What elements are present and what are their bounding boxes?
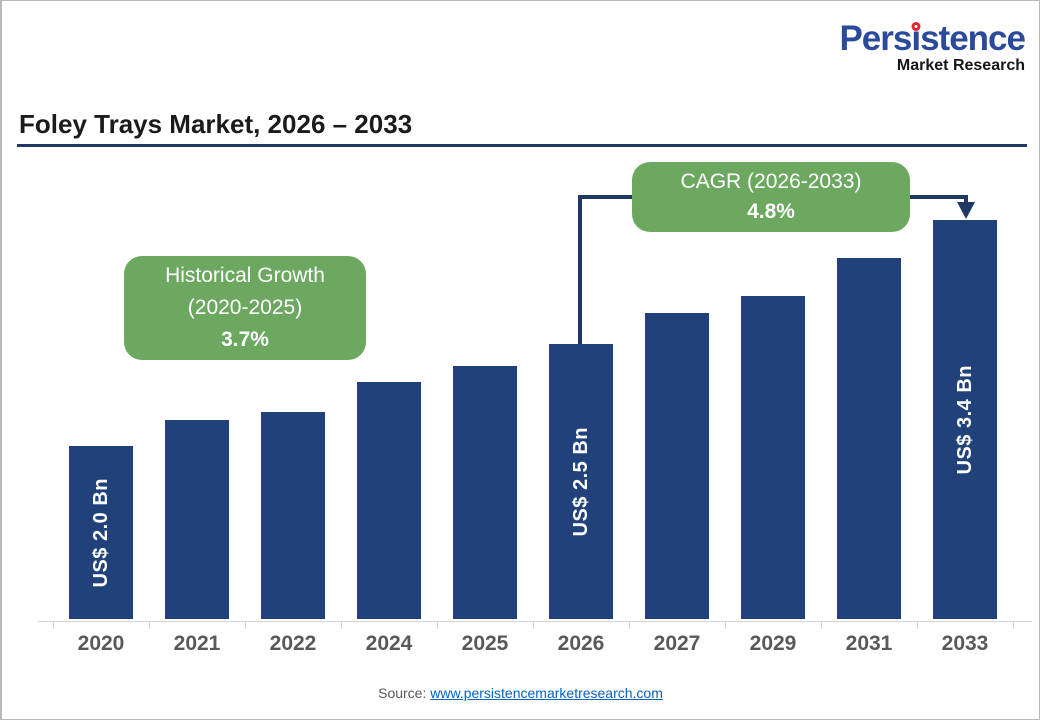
- x-axis-tick: [821, 621, 822, 629]
- source-link[interactable]: www.persistencemarketresearch.com: [430, 685, 663, 701]
- source-line: Source: www.persistencemarketresearch.co…: [2, 685, 1039, 701]
- arrow-down-icon: [957, 202, 975, 219]
- page-title: Foley Trays Market, 2026 – 2033: [19, 109, 413, 139]
- bar-2029: [741, 296, 805, 619]
- x-axis-line: [38, 621, 1032, 622]
- bar-2022: [261, 412, 325, 619]
- historical-growth-line1: Historical Growth: [165, 264, 325, 287]
- bar-2026: US$ 2.5 Bn: [549, 344, 613, 619]
- cagr-value: 4.8%: [747, 200, 795, 223]
- x-axis-tick: [149, 621, 150, 629]
- x-tick-label-2024: 2024: [365, 632, 413, 655]
- x-axis-tick: [533, 621, 534, 629]
- x-tick-label-2027: 2027: [653, 632, 701, 655]
- bar-2027: [645, 313, 709, 619]
- bar-2020: US$ 2.0 Bn: [69, 446, 133, 619]
- brand-dot-icon: [911, 22, 921, 31]
- bar-2024: [357, 382, 421, 619]
- x-tick-label-2029: 2029: [749, 632, 797, 655]
- x-axis-tick: [725, 621, 726, 629]
- x-tick-label-2021: 2021: [173, 632, 221, 655]
- brand-name-part1: Pers: [839, 19, 912, 58]
- bar-2033: US$ 3.4 Bn: [933, 220, 997, 619]
- x-axis-tick: [341, 621, 342, 629]
- bar-2021: [165, 420, 229, 619]
- historical-growth-value: 3.7%: [221, 328, 269, 351]
- brand-logo: Persı stence Market Research: [839, 19, 1026, 74]
- bar-2031: [837, 258, 901, 619]
- cagr-callout: CAGR (2026-2033) 4.8%: [632, 162, 910, 232]
- connector-left-elbow: [578, 195, 634, 344]
- x-tick-label-2026: 2026: [557, 632, 605, 655]
- connector-right-elbow: [908, 195, 968, 204]
- x-axis-tick: [53, 621, 54, 629]
- bar-2025: [453, 366, 517, 619]
- x-axis-tick: [1013, 621, 1014, 629]
- x-tick-label-2020: 2020: [77, 632, 125, 655]
- x-tick-label-2033: 2033: [941, 632, 989, 655]
- brand-name: Persı stence: [839, 19, 1026, 58]
- title-underline: [17, 144, 1027, 147]
- x-axis-tick: [437, 621, 438, 629]
- x-tick-label-2025: 2025: [461, 632, 509, 655]
- cagr-line1: CAGR (2026-2033): [680, 170, 862, 193]
- brand-letter-i: ı: [911, 19, 921, 58]
- brand-name-part2: stence: [920, 19, 1026, 58]
- x-axis-tick: [245, 621, 246, 629]
- x-tick-label-2031: 2031: [845, 632, 893, 655]
- historical-growth-line2: (2020-2025): [187, 296, 303, 319]
- brand-subtitle: Market Research: [896, 57, 1025, 74]
- historical-growth-callout: Historical Growth (2020-2025) 3.7%: [124, 256, 366, 360]
- x-tick-label-2022: 2022: [269, 632, 317, 655]
- source-label: Source:: [378, 685, 427, 701]
- x-axis-tick: [629, 621, 630, 629]
- x-axis-tick: [917, 621, 918, 629]
